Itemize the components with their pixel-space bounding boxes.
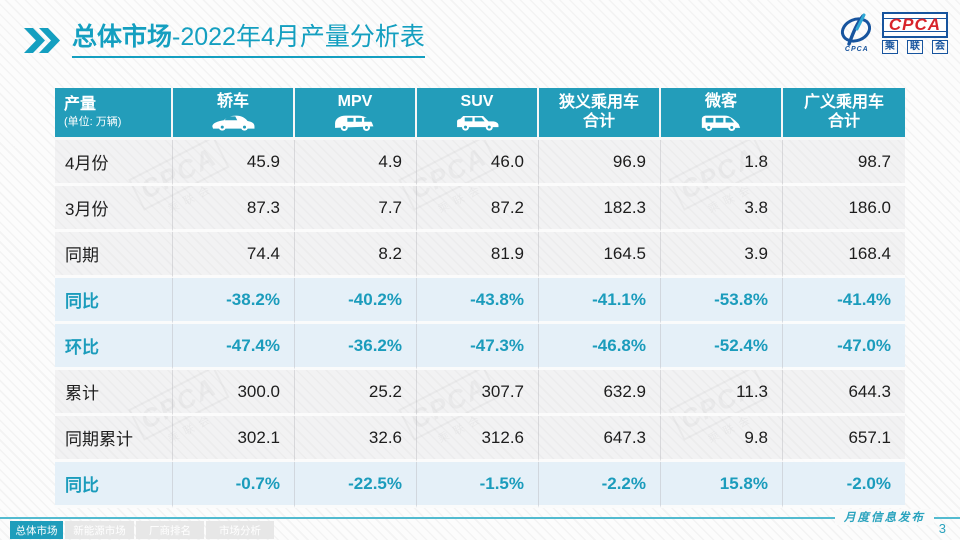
row-label: 同期累计	[55, 416, 173, 462]
table-cell: -47.0%	[783, 324, 905, 370]
cpca-wordmark: CPCA 乘联会	[881, 12, 948, 54]
table-cell: -43.8%	[417, 278, 539, 324]
table-cell: 300.0	[173, 370, 295, 416]
table-cell: 87.2	[417, 186, 539, 232]
page-title-bold: 总体市场	[72, 23, 173, 51]
van-icon	[701, 115, 741, 132]
table-cell: -38.2%	[173, 278, 295, 324]
table-cell: -36.2%	[295, 324, 417, 370]
header-cell-unit: 产量 (单位: 万辆)	[55, 88, 173, 140]
table-cell: 11.3	[661, 370, 783, 416]
tab-nev-market[interactable]: 新能源市场	[65, 521, 134, 539]
table-cell: 9.8	[661, 416, 783, 462]
table-cell: -47.4%	[173, 324, 295, 370]
table-cell: -52.4%	[661, 324, 783, 370]
table-cell: 96.9	[539, 140, 661, 186]
header-cell-sedan: 轿车	[173, 88, 295, 140]
production-table: 产量 (单位: 万辆) 轿车 MPV SUV	[55, 88, 905, 508]
row-label: 累计	[55, 370, 173, 416]
table-cell: 87.3	[173, 186, 295, 232]
table-cell: -47.3%	[417, 324, 539, 370]
header-cell-minivan: 微客	[661, 88, 783, 140]
table-cell: 98.7	[783, 140, 905, 186]
cpca-chinese-name: 乘联会	[881, 40, 948, 54]
table-cell: 632.9	[539, 370, 661, 416]
row-label: 环比	[55, 324, 173, 370]
double-chevron-icon	[24, 28, 60, 58]
table-cell: 312.6	[417, 416, 539, 462]
suv-icon	[457, 116, 499, 131]
emblem-caption: CPCA	[844, 46, 869, 53]
tab-market-analysis[interactable]: 市场分析	[206, 521, 274, 539]
tab-oem-ranking[interactable]: 厂商排名	[136, 521, 204, 539]
page-title-rest: -2022年4月产量分析表	[172, 23, 425, 51]
sedan-icon	[212, 115, 255, 131]
table-cell: -46.8%	[539, 324, 661, 370]
table-cell: -2.2%	[539, 462, 661, 508]
footer-nav: 总体市场 新能源市场 厂商排名 市场分析	[10, 521, 274, 539]
mpv-icon	[335, 115, 374, 132]
row-label: 4月份	[55, 140, 173, 186]
row-label: 同期	[55, 232, 173, 278]
cpca-emblem-icon: CPCA	[837, 13, 877, 53]
header-cell-suv: SUV	[417, 88, 539, 140]
table-cell: 657.1	[783, 416, 905, 462]
table-cell: -41.1%	[539, 278, 661, 324]
table-cell: 8.2	[295, 232, 417, 278]
table-cell: 32.6	[295, 416, 417, 462]
table-cell: 4.9	[295, 140, 417, 186]
table-cell: -2.0%	[783, 462, 905, 508]
table-cell: 7.7	[295, 186, 417, 232]
table-cell: -53.8%	[661, 278, 783, 324]
table-cell: 307.7	[417, 370, 539, 416]
row-label: 同比	[55, 462, 173, 508]
tab-overall-market[interactable]: 总体市场	[10, 521, 63, 539]
table-cell: 25.2	[295, 370, 417, 416]
table-cell: 46.0	[417, 140, 539, 186]
table-cell: 3.8	[661, 186, 783, 232]
table-cell: 182.3	[539, 186, 661, 232]
table-cell: 81.9	[417, 232, 539, 278]
table-cell: 74.4	[173, 232, 295, 278]
table-cell: 1.8	[661, 140, 783, 186]
cpca-acronym-box: CPCA	[881, 12, 948, 38]
table-cell: 3.9	[661, 232, 783, 278]
table-cell: -41.4%	[783, 278, 905, 324]
header-cell-mpv: MPV	[295, 88, 417, 140]
slide-header: 总体市场-2022年4月产量分析表	[24, 23, 425, 58]
header-cell-broad-pv: 广义乘用车 合计	[783, 88, 905, 140]
table-cell: -22.5%	[295, 462, 417, 508]
table-cell: 302.1	[173, 416, 295, 462]
table-cell: 647.3	[539, 416, 661, 462]
table-cell: 644.3	[783, 370, 905, 416]
page-title: 总体市场-2022年4月产量分析表	[72, 23, 425, 58]
publish-label: 月度信息发布	[835, 509, 934, 525]
table-cell: 168.4	[783, 232, 905, 278]
table-cell: 15.8%	[661, 462, 783, 508]
header-cell-narrow-pv: 狭义乘用车 合计	[539, 88, 661, 140]
table-cell: -1.5%	[417, 462, 539, 508]
table-cell: 45.9	[173, 140, 295, 186]
table-cell: 164.5	[539, 232, 661, 278]
row-label: 3月份	[55, 186, 173, 232]
table-cell: -0.7%	[173, 462, 295, 508]
row-label: 同比	[55, 278, 173, 324]
page-number: 3	[938, 521, 946, 536]
table-cell: -40.2%	[295, 278, 417, 324]
table-cell: 186.0	[783, 186, 905, 232]
cpca-logo: CPCA CPCA 乘联会	[837, 12, 948, 54]
footer-divider	[0, 517, 960, 519]
